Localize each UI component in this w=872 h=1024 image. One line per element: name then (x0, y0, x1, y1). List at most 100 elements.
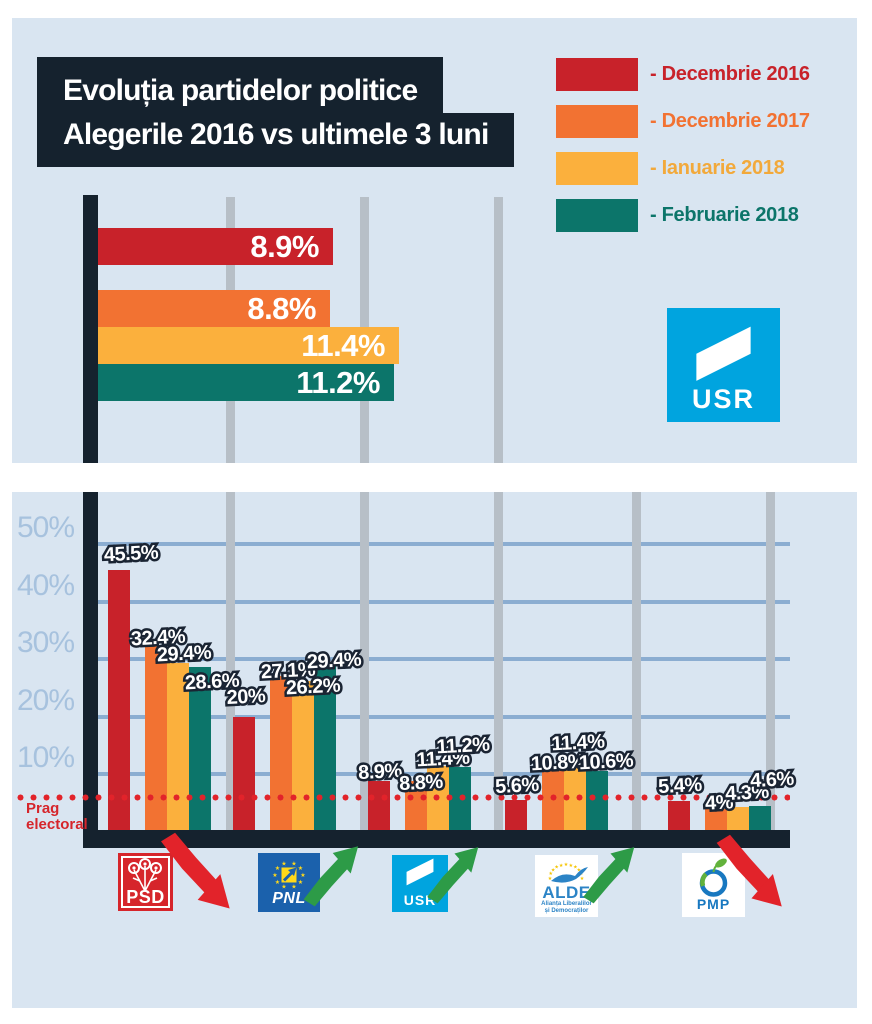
pmp-logo-text: PMP (696, 896, 731, 912)
psd-trend-down-arrow (152, 832, 234, 910)
svg-text:★: ★ (559, 863, 564, 869)
svg-text:★: ★ (549, 871, 554, 877)
hbar-value-label: 11.2% (296, 365, 380, 400)
bar-alde-decembrie-2017 (542, 770, 564, 832)
bottom-chart-x-axis (83, 830, 790, 848)
bottom-panel: 50%40%30%20%10%45.5%32.4%29.4%28.6%20%27… (12, 492, 857, 1008)
legend-swatch-decembrie-2016 (556, 58, 638, 91)
bottom-chart-y-axis (83, 492, 98, 848)
hbar-value-label: 8.8% (247, 291, 316, 326)
bar-value-label: 26.2% (285, 675, 340, 701)
svg-text:★: ★ (554, 865, 559, 871)
bar-psd-decembrie-2017 (145, 645, 167, 832)
svg-text:★: ★ (300, 872, 305, 879)
alde-logo-text: ALDE (542, 883, 591, 902)
gridline-vertical (360, 492, 369, 830)
pnl-trend-up-arrow (298, 838, 360, 914)
gridline-vertical (494, 492, 503, 830)
svg-text:★: ★ (281, 884, 286, 891)
gridline-horizontal (98, 715, 790, 719)
usr-flag-icon (696, 326, 751, 381)
bar-pnl-decembrie-2017 (270, 676, 292, 832)
pmp-trend-down-arrow (710, 834, 784, 908)
usr-flag-icon-small (406, 858, 434, 886)
bar-pmp-decembrie-2016 (668, 801, 690, 832)
bar-alde-februarie-2018 (586, 771, 608, 832)
y-axis-label: 10% (16, 741, 75, 774)
usr-trend-up-arrow (422, 836, 480, 914)
page-title-line2: Alegerile 2016 vs ultimele 3 luni (37, 113, 515, 167)
legend-item-februarie-2018: - Februarie 2018 (556, 199, 810, 232)
usr-horizontal-bar-chart: 8.9% 8.8% 11.4% 11.2% (12, 18, 857, 463)
bar-value-label: 10.6% (578, 750, 633, 776)
psd-logo-text: PSD (126, 887, 165, 907)
bar-value-label: 20% (226, 685, 266, 710)
hbar-decembrie-2017: 8.8% (98, 290, 330, 327)
legend-swatch-ianuarie-2018 (556, 152, 638, 185)
bar-value-label: 5.4% (658, 774, 703, 799)
legend-label: - Decembrie 2016 (650, 63, 810, 85)
alde-logo: ★★★ ★★★ ★★★ ★★ ALDE Alianța Liberalilor … (535, 855, 598, 917)
gridline-vertical (226, 492, 235, 830)
usr-logo-large: USR (667, 308, 780, 422)
svg-text:★: ★ (275, 879, 280, 886)
bar-usr-decembrie-2016 (368, 781, 390, 832)
hbar-decembrie-2016: 8.9% (98, 228, 333, 265)
electoral-threshold-line (17, 794, 790, 801)
gridline-vertical (632, 492, 641, 830)
bar-value-label: 11.2% (436, 734, 490, 760)
gridline-horizontal (98, 600, 790, 604)
legend-item-ianuarie-2018: - Ianuarie 2018 (556, 152, 810, 185)
page-title-line1: Evoluția partidelor politice (37, 57, 444, 113)
svg-text:★: ★ (275, 865, 280, 872)
pnl-stars-icon: ★★★ ★★★ ★★ ★ ★ (272, 861, 305, 891)
psd-logo: PSD (118, 853, 173, 911)
svg-text:★: ★ (580, 876, 585, 882)
legend-swatch-februarie-2018 (556, 199, 638, 232)
legend-label: - Ianuarie 2018 (650, 157, 785, 179)
hbar-value-label: 8.9% (250, 229, 319, 264)
bar-pmp-februarie-2018 (749, 806, 771, 832)
bar-pnl-decembrie-2016 (233, 717, 255, 832)
pmp-apple-icon (699, 858, 728, 897)
gridline-horizontal (98, 542, 790, 546)
legend-label: - Februarie 2018 (650, 204, 799, 226)
svg-text:★: ★ (291, 861, 296, 868)
psd-roses-icon (128, 858, 162, 891)
svg-text:★: ★ (564, 862, 569, 868)
hbar-value-label: 11.4% (301, 328, 385, 363)
alde-logo-subtext: Alianța Liberalilor și Democraților (541, 901, 592, 914)
usr-logo-text-small: USR (403, 892, 437, 908)
bar-pnl-ianuarie-2018 (292, 681, 314, 832)
hbar-ianuarie-2018: 11.4% (98, 327, 399, 364)
alde-trend-up-arrow (578, 836, 636, 914)
bar-psd-februarie-2018 (189, 667, 211, 832)
bar-value-label: 4.6% (750, 768, 795, 793)
grouped-bar-chart: 50%40%30%20%10%45.5%32.4%29.4%28.6%20%27… (12, 492, 857, 1008)
page-title: Evoluția partidelor politice Alegerile 2… (37, 57, 515, 167)
top-chart-y-axis (83, 195, 98, 463)
svg-text:★: ★ (577, 868, 582, 874)
bar-value-label: 5.6% (495, 774, 540, 799)
alde-stars-bird-icon: ★★★ ★★★ ★★★ ★★ (548, 862, 588, 883)
svg-text:★: ★ (298, 865, 303, 872)
pnl-logo-text: PNL (272, 890, 306, 907)
y-axis-label: 40% (16, 569, 75, 602)
pmp-logo: PMP (682, 853, 745, 917)
bar-pnl-februarie-2018 (314, 663, 336, 832)
gridline-horizontal (98, 657, 790, 661)
legend-item-decembrie-2017: - Decembrie 2017 (556, 105, 810, 138)
top-panel: Evoluția partidelor politice Alegerile 2… (12, 18, 857, 463)
bar-value-label: 29.4% (306, 649, 361, 675)
legend: - Decembrie 2016 - Decembrie 2017 - Ianu… (556, 58, 810, 246)
bar-value-label: 45.5% (103, 542, 158, 568)
y-axis-label: 30% (16, 626, 75, 659)
y-axis-label: 20% (16, 684, 75, 717)
svg-text:★: ★ (272, 872, 277, 879)
legend-swatch-decembrie-2017 (556, 105, 638, 138)
svg-text:★: ★ (291, 884, 296, 891)
legend-label: - Decembrie 2017 (650, 110, 810, 132)
bar-value-label: 8.9% (358, 760, 403, 785)
y-axis-label: 50% (16, 511, 75, 544)
